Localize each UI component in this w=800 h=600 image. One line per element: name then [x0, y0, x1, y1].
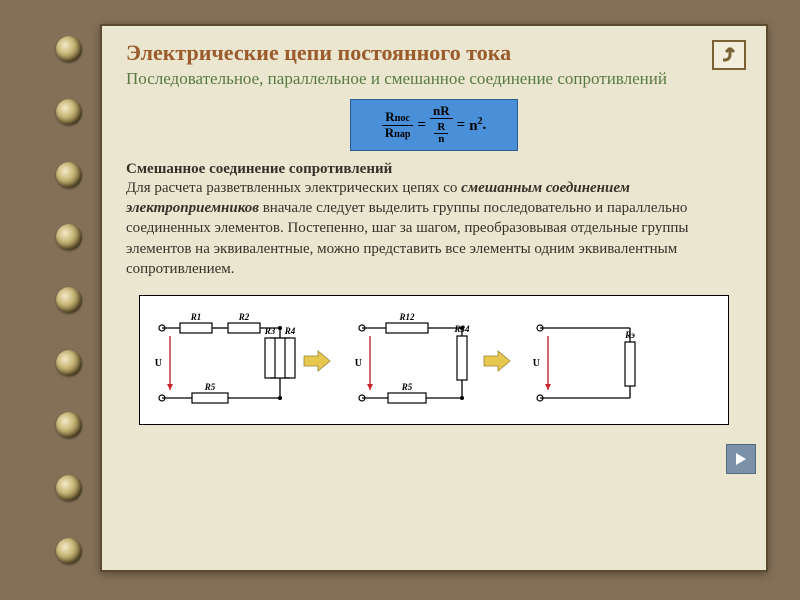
circuit-diagram: UR1R2R3R4R5UR12R34R5URэ [139, 295, 729, 425]
svg-text:U: U [355, 358, 362, 369]
binding-rings [56, 0, 82, 600]
u-turn-icon [718, 45, 740, 65]
svg-text:U: U [155, 358, 162, 369]
formula-box: RRпоспос Rпар = nR Rn = n2 . [350, 99, 518, 151]
svg-text:Rэ: Rэ [624, 330, 635, 340]
svg-text:R3: R3 [264, 326, 276, 336]
slide: Электрические цепи постоянного тока Посл… [100, 24, 768, 572]
svg-text:U: U [533, 358, 540, 369]
svg-text:R4: R4 [284, 326, 296, 336]
svg-text:R5: R5 [204, 382, 216, 392]
page-subtitle: Последовательное, параллельное и смешанн… [126, 68, 742, 89]
body-paragraph: Для расчета разветвленных электрических … [126, 178, 742, 279]
svg-text:R5: R5 [401, 382, 413, 392]
svg-text:R1: R1 [190, 312, 202, 322]
section-heading: Смешанное соединение сопротивлений [126, 161, 742, 178]
svg-text:R2: R2 [238, 312, 250, 322]
back-button[interactable] [712, 40, 746, 70]
svg-text:R12: R12 [398, 312, 415, 322]
page-title: Электрические цепи постоянного тока [126, 40, 742, 66]
play-icon [733, 451, 749, 467]
next-button[interactable] [726, 444, 756, 474]
